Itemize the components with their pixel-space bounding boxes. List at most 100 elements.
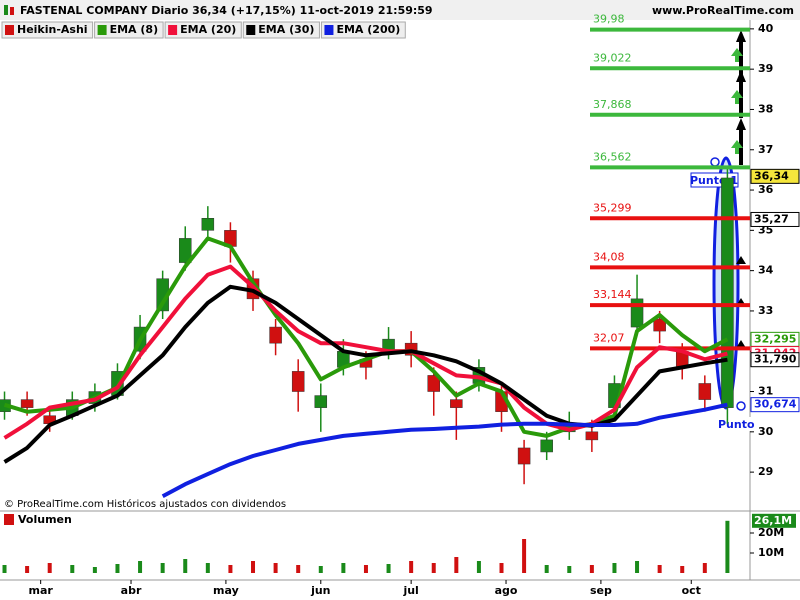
last-value-label: 36,34 xyxy=(754,169,789,182)
header-bar xyxy=(0,0,800,20)
volume-bar xyxy=(92,567,97,573)
y-tick-label: 38 xyxy=(758,102,773,115)
volume-bar xyxy=(454,557,459,573)
arrow xyxy=(731,48,743,62)
last-value-label: 32,295 xyxy=(754,332,796,345)
last-value-box xyxy=(750,211,800,227)
logo-down xyxy=(10,7,14,15)
value-label-box xyxy=(752,513,796,528)
volume-bar xyxy=(341,563,346,573)
candle-body xyxy=(585,431,599,441)
volume-bar xyxy=(612,563,617,573)
legend-item-bg xyxy=(164,21,242,39)
volume-bar xyxy=(115,564,120,573)
volume-bar xyxy=(657,565,662,573)
volume-bar xyxy=(567,566,572,573)
level-label: 32,07 xyxy=(593,331,625,344)
legend-swatch xyxy=(97,25,107,35)
x-tick-label: abr xyxy=(121,584,142,597)
volume-bar xyxy=(2,565,7,573)
volume-bar xyxy=(205,563,210,573)
candle-body xyxy=(291,371,305,392)
y-tick-label: 20M xyxy=(758,526,784,539)
level-label: 33,144 xyxy=(593,288,632,301)
legend-item-bg xyxy=(1,21,94,39)
logo-up xyxy=(4,5,8,15)
volume-bar xyxy=(476,561,481,573)
candle-body xyxy=(630,298,644,328)
volume-bar xyxy=(589,565,594,573)
annotation-box xyxy=(716,417,752,431)
legend-item-bg xyxy=(242,21,320,39)
volume-title: Volumen xyxy=(18,513,72,526)
volume-bar xyxy=(251,561,256,573)
value-label: 26,1M xyxy=(754,514,792,527)
x-tick-label: oct xyxy=(682,584,701,597)
volume-bar xyxy=(70,565,75,573)
point-marker xyxy=(710,157,720,167)
legend-label: EMA (20) xyxy=(180,23,236,36)
x-tick-label: jun xyxy=(310,584,330,597)
y-tick-label: 36 xyxy=(758,183,774,196)
candle-body xyxy=(540,439,553,453)
y-tick-label: 39 xyxy=(758,62,773,75)
volume-bar xyxy=(228,565,233,573)
y-tick-label: 34 xyxy=(758,264,774,277)
y-tick-label: 10M xyxy=(758,546,784,559)
legend-swatch xyxy=(246,25,256,35)
volume-bar xyxy=(160,563,165,573)
arrow xyxy=(736,118,746,165)
legend-swatch xyxy=(5,25,14,35)
volume-bar xyxy=(635,561,640,573)
x-tick-label: sep xyxy=(590,584,612,597)
level-label: 36,562 xyxy=(593,150,632,163)
level-label: 39,022 xyxy=(593,51,632,64)
candle-body xyxy=(201,218,215,231)
ema-line xyxy=(161,402,728,499)
volume-swatch xyxy=(4,514,14,525)
volume-bar xyxy=(431,563,436,573)
volume-bar xyxy=(183,559,188,573)
volume-bar xyxy=(522,539,527,573)
level-label: 39,98 xyxy=(593,13,625,26)
x-tick-label: ago xyxy=(495,584,518,597)
volume-bar xyxy=(296,565,301,573)
level-label: 34,08 xyxy=(593,250,625,263)
last-value-label: 31,790 xyxy=(754,353,797,366)
volume-bar xyxy=(47,563,52,573)
candle-body xyxy=(427,375,440,392)
arrow xyxy=(736,256,746,264)
chart-title: FASTENAL COMPANY Diario 36,34 (+17,15%) … xyxy=(20,4,433,17)
last-value-label: 35,27 xyxy=(754,212,789,225)
annotation: Punto xyxy=(718,418,755,431)
volume-bar xyxy=(386,564,391,573)
legend-label: EMA (200) xyxy=(336,23,400,36)
volume-bar xyxy=(138,561,143,573)
level-label: 35,299 xyxy=(593,201,632,214)
volume-bar xyxy=(702,563,707,573)
y-tick-label: 40 xyxy=(758,22,774,35)
legend-item-bg xyxy=(94,21,164,39)
volume-bar xyxy=(25,566,30,573)
volume-bar xyxy=(544,565,549,573)
legend-swatch xyxy=(324,25,334,35)
x-tick-label: may xyxy=(213,584,239,597)
ema-line xyxy=(3,284,728,464)
legend-label: EMA (30) xyxy=(258,23,314,36)
legend-label: Heikin-Ashi xyxy=(17,23,88,36)
y-tick-label: 33 xyxy=(758,304,773,317)
ema-line xyxy=(3,264,728,440)
y-tick-label: 31 xyxy=(758,385,773,398)
last-value-box xyxy=(750,397,800,413)
arrow xyxy=(731,140,743,154)
arrow xyxy=(731,90,743,104)
footnote: © ProRealTime.com Históricos ajustados c… xyxy=(4,498,286,510)
candle-body xyxy=(698,383,712,400)
y-tick-label: 30 xyxy=(758,425,774,438)
y-tick-label: 37 xyxy=(758,143,773,156)
source: www.ProRealTime.com xyxy=(652,4,794,17)
last-value-box xyxy=(750,352,800,368)
legend-item-bg xyxy=(320,21,406,39)
